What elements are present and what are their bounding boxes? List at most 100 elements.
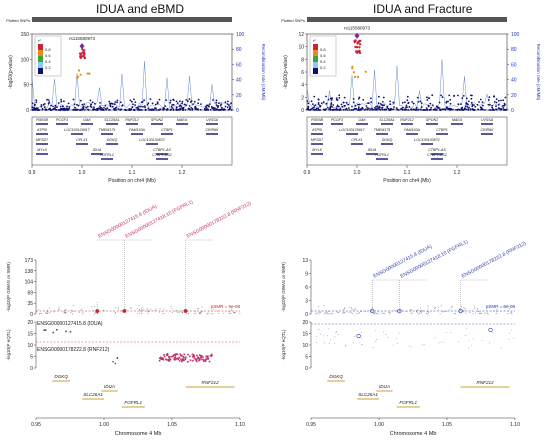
snp-point xyxy=(152,109,155,111)
snp-point xyxy=(428,109,431,111)
gwas-point xyxy=(228,310,230,312)
legend-swatch xyxy=(313,50,318,56)
eqtl-point-rnf212 xyxy=(169,358,172,361)
snp-point xyxy=(471,105,474,108)
eqtl-point xyxy=(398,332,400,334)
snp-point xyxy=(436,106,439,109)
snp-point xyxy=(68,106,71,108)
eqtl-point-rnf212 xyxy=(166,359,169,361)
eqtl-point xyxy=(446,331,448,333)
gwas-point xyxy=(200,311,202,313)
snp-point xyxy=(330,102,333,104)
gwas-point xyxy=(71,310,73,312)
gwas-point xyxy=(82,312,84,314)
snp-point xyxy=(470,97,473,100)
eqtl-point-rnf212 xyxy=(165,354,168,356)
snp-point xyxy=(401,109,404,111)
snp-point xyxy=(146,104,149,106)
snp-point xyxy=(502,99,505,102)
gene-label: MFSD7 xyxy=(36,138,49,142)
gwas-point xyxy=(495,309,497,310)
snp-point xyxy=(96,109,99,111)
snp-point xyxy=(199,108,202,111)
gwas-point xyxy=(511,313,513,315)
snp-point xyxy=(381,108,384,111)
track-label: Plotted SNPs xyxy=(281,18,305,23)
gwas-point xyxy=(472,313,474,315)
gwas-point xyxy=(405,311,407,313)
gwas-point xyxy=(411,312,413,314)
eqtl-point xyxy=(353,336,355,337)
snp-point-mid-ld xyxy=(356,75,359,78)
snp-point xyxy=(389,100,391,103)
gene-label: RNF212 xyxy=(202,380,220,385)
snp-point xyxy=(392,101,395,104)
gwas-point xyxy=(163,313,165,315)
snp-point xyxy=(203,107,206,110)
snp-point xyxy=(426,99,429,101)
y-tick-label: 20 xyxy=(302,320,308,326)
gene-label: FGFRL1 xyxy=(375,153,389,157)
snp-point xyxy=(101,109,103,111)
snp-point xyxy=(48,101,51,104)
y-tick-label: 9 xyxy=(305,272,308,278)
snp-point xyxy=(165,99,168,101)
gwas-point xyxy=(39,312,41,314)
snp-point xyxy=(318,108,320,111)
eqtl-point-rnf212 xyxy=(205,355,208,358)
snp-point xyxy=(207,104,210,107)
snp-point xyxy=(343,96,346,99)
snp-point xyxy=(55,109,58,111)
gwas-point xyxy=(463,307,465,309)
snp-density-track xyxy=(32,17,232,22)
snp-point xyxy=(54,106,56,109)
eqtl-point-rnf212 xyxy=(162,358,165,361)
gwas-point xyxy=(117,307,119,309)
snp-point xyxy=(120,108,123,111)
gwas-point xyxy=(228,313,230,314)
gwas-point xyxy=(58,306,60,308)
eqtl-point xyxy=(385,334,387,335)
gwas-point xyxy=(434,307,435,309)
snp-point xyxy=(419,100,422,103)
eqtl-point-rnf212 xyxy=(210,355,213,357)
x-tick-label: 0.9 xyxy=(29,170,36,176)
snp-point xyxy=(193,100,196,103)
snp-point xyxy=(461,108,464,111)
gwas-point xyxy=(139,308,140,310)
gene-label: LOC100129917 xyxy=(64,128,90,132)
snp-point xyxy=(78,109,81,111)
snp-point xyxy=(347,107,350,109)
snp-point xyxy=(434,108,436,110)
eqtl-point xyxy=(352,342,354,344)
snp-point xyxy=(489,104,491,106)
snp-point xyxy=(200,103,202,105)
snp-point xyxy=(306,100,309,103)
snp-point xyxy=(477,108,479,111)
snp-point xyxy=(175,106,178,109)
eqtl-point xyxy=(468,340,470,342)
gwas-point xyxy=(442,311,444,312)
y2-tick-label: 60 xyxy=(511,62,517,68)
snp-point xyxy=(209,109,212,111)
snp-point xyxy=(204,106,207,108)
eqtl-point xyxy=(345,344,346,346)
x-tick-label: 1.00 xyxy=(99,422,109,428)
eqtl-point-rnf212 xyxy=(194,358,197,360)
eqtl-point xyxy=(116,357,119,359)
snp-point xyxy=(156,101,159,104)
snp-point xyxy=(335,109,337,111)
snp-point xyxy=(346,109,349,111)
eqtl-point-rnf212 xyxy=(198,354,201,356)
snp-point xyxy=(440,94,443,97)
gwas-point xyxy=(211,313,213,315)
snp-point-high-ld xyxy=(79,52,83,56)
gwas-point xyxy=(327,313,329,315)
y2-tick-label: 100 xyxy=(236,32,245,38)
gwas-point xyxy=(344,312,346,314)
eqtl-point-rnf212 xyxy=(174,355,177,357)
snp-point xyxy=(416,109,419,111)
y-tick-label: 173 xyxy=(25,258,34,264)
snp-point xyxy=(416,96,419,99)
snp-point xyxy=(172,109,175,111)
